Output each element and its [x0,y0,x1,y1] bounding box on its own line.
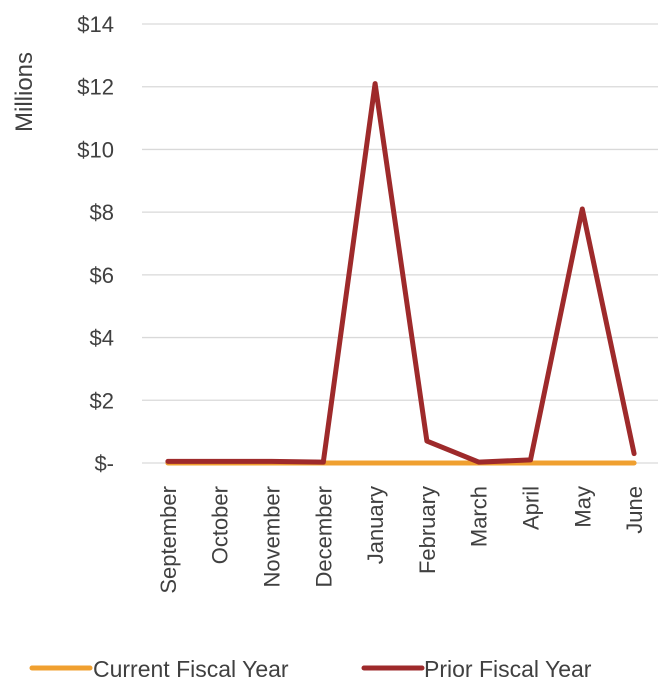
y-axis-ticks: $- $2 $4 $6 $8 $10 $12 $14 [77,12,114,476]
x-tick-label: December [311,486,336,587]
y-tick-label: $12 [77,75,114,100]
x-tick-label: November [260,486,285,587]
x-tick-label: January [363,486,388,564]
x-tick-label: June [622,486,647,534]
x-tick-label: October [208,486,233,564]
y-tick-label: $2 [90,388,114,413]
series-lines [165,81,637,466]
series-line [165,81,637,465]
x-axis-ticks: September October November December January F… [156,486,647,594]
x-tick-label: April [519,486,544,530]
y-tick-label: $6 [90,263,114,288]
y-tick-label: $4 [90,326,114,351]
y-tick-label: $8 [90,200,114,225]
x-tick-label: September [156,486,181,594]
legend-label: Current Fiscal Year [93,656,289,682]
y-tick-label: $14 [77,12,114,37]
x-tick-label: May [570,486,595,528]
x-tick-label: February [415,486,440,574]
x-tick-label: March [467,486,492,547]
y-tick-label: $10 [77,137,114,162]
y-tick-label: $- [94,451,114,476]
legend-label: Prior Fiscal Year [424,656,592,682]
y-axis-title: Millions [11,52,38,132]
legend: Current Fiscal Year Prior Fiscal Year [29,656,592,682]
